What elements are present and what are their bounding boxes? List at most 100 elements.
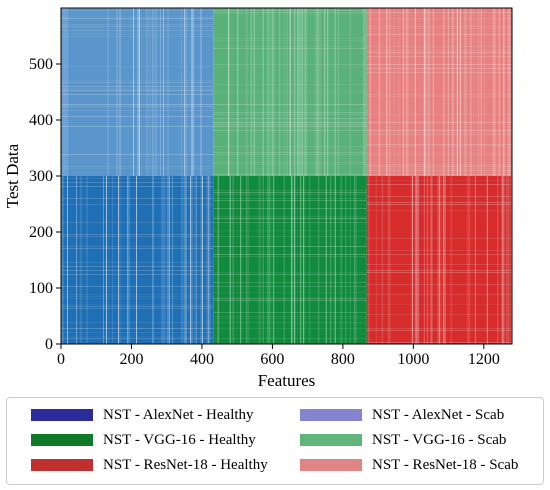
feature-stripe — [167, 8, 169, 176]
sample-stripe — [213, 322, 367, 323]
sample-stripe — [213, 164, 367, 165]
sample-stripe — [366, 134, 512, 135]
sample-stripe — [213, 292, 367, 293]
feature-stripe — [303, 176, 305, 344]
feature-stripe — [494, 8, 496, 176]
feature-stripe — [273, 176, 275, 344]
feature-stripe — [509, 176, 511, 344]
sample-stripe — [61, 154, 214, 155]
feature-stripe — [417, 176, 419, 344]
legend-label: NST - VGG-16 - Scab — [372, 431, 507, 448]
sample-stripe — [213, 338, 367, 339]
y-tick-label: 500 — [29, 56, 53, 73]
feature-stripe — [498, 8, 500, 176]
feature-stripe — [349, 176, 351, 344]
feature-stripe — [271, 8, 273, 176]
sample-stripe — [366, 270, 512, 271]
feature-stripe — [185, 176, 187, 344]
feature-stripe — [258, 176, 260, 344]
feature-stripe — [389, 8, 391, 176]
sample-stripe — [61, 336, 214, 337]
sample-stripe — [213, 92, 367, 93]
legend-swatch — [31, 409, 93, 421]
sample-stripe — [213, 328, 367, 329]
sample-stripe — [366, 132, 512, 133]
feature-stripe — [330, 176, 332, 344]
x-axis-label: Features — [258, 371, 316, 390]
sample-stripe — [61, 18, 214, 19]
feature-stripe — [65, 8, 67, 176]
sample-stripe — [366, 72, 512, 73]
feature-stripe — [389, 176, 391, 344]
legend-swatch — [31, 459, 93, 471]
sample-stripe — [366, 166, 512, 167]
legend-swatch — [300, 459, 362, 471]
sample-stripe — [213, 112, 367, 113]
heatmap-block-fill — [61, 176, 214, 344]
feature-stripe — [182, 176, 184, 344]
feature-stripe — [259, 176, 261, 344]
sample-stripe — [61, 16, 214, 17]
feature-stripe — [152, 176, 154, 344]
sample-stripe — [366, 130, 512, 131]
feature-stripe — [80, 176, 82, 344]
feature-stripe — [262, 8, 264, 176]
feature-stripe — [279, 8, 281, 176]
sample-stripe — [213, 126, 367, 127]
sample-stripe — [61, 10, 214, 11]
feature-stripe — [443, 176, 445, 344]
feature-stripe — [428, 8, 430, 176]
sample-stripe — [213, 194, 367, 195]
feature-stripe — [194, 176, 196, 344]
sample-stripe — [366, 250, 512, 251]
y-tick-label: 0 — [45, 336, 53, 353]
feature-stripe — [163, 176, 164, 344]
feature-stripe — [375, 176, 377, 344]
feature-stripe — [202, 176, 203, 344]
feature-stripe — [368, 176, 370, 344]
sample-stripe — [366, 264, 512, 265]
feature-stripe — [273, 8, 275, 176]
feature-stripe — [191, 176, 193, 344]
feature-stripe — [298, 8, 300, 176]
sample-stripe — [61, 90, 214, 91]
x-tick-label: 600 — [260, 351, 284, 368]
feature-stripe — [291, 176, 293, 344]
feature-stripe — [470, 8, 472, 176]
feature-stripe — [268, 8, 270, 176]
feature-stripe — [425, 8, 427, 176]
sample-stripe — [213, 256, 367, 257]
sample-stripe — [366, 330, 512, 331]
feature-stripe — [355, 176, 357, 344]
sample-stripe — [61, 88, 214, 89]
sample-stripe — [61, 186, 214, 187]
heatmap-block — [366, 8, 512, 176]
sample-stripe — [366, 174, 512, 175]
feature-stripe — [315, 8, 317, 176]
sample-stripe — [366, 184, 512, 185]
feature-stripe — [349, 8, 351, 176]
feature-stripe — [300, 176, 302, 344]
feature-stripe — [378, 8, 380, 176]
feature-stripe — [301, 8, 303, 176]
feature-stripe — [164, 176, 166, 344]
feature-stripe — [501, 176, 503, 344]
legend-item: NST - AlexNet - Healthy — [31, 406, 254, 424]
legend-label: NST - ResNet-18 - Scab — [372, 456, 519, 473]
sample-stripe — [213, 122, 367, 123]
feature-stripe — [393, 8, 395, 176]
feature-stripe — [300, 8, 302, 176]
feature-stripe — [232, 176, 234, 344]
feature-stripe — [253, 8, 255, 176]
sample-stripe — [213, 274, 367, 275]
feature-stripe — [127, 176, 128, 344]
sample-stripe — [366, 68, 512, 69]
legend-label: NST - AlexNet - Healthy — [103, 406, 254, 423]
x-tick-label: 0 — [57, 351, 65, 368]
feature-stripe — [456, 8, 458, 176]
sample-stripe — [61, 82, 214, 83]
sample-stripe — [61, 26, 214, 27]
feature-stripe — [181, 176, 182, 344]
feature-stripe — [416, 176, 418, 344]
feature-stripe — [450, 176, 452, 344]
